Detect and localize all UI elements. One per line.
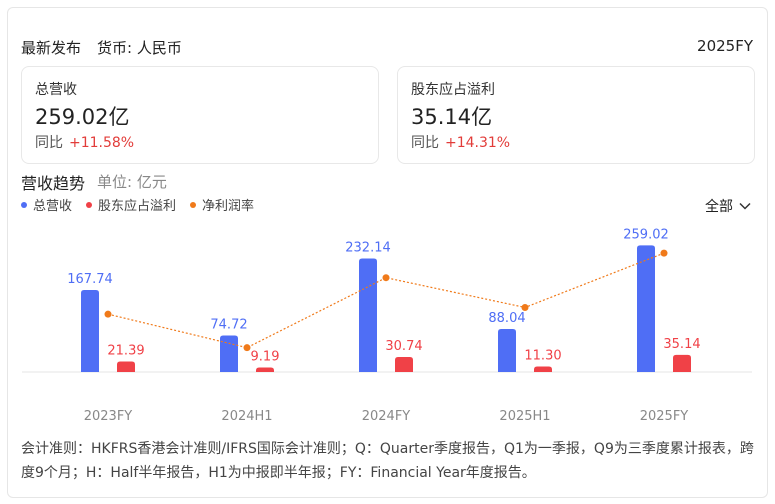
bar-revenue	[498, 328, 516, 372]
x-tick-label: 2025FY	[640, 409, 689, 424]
period-filter-label: 全部	[705, 199, 733, 215]
yoy-change: +11.58%	[69, 135, 135, 151]
legend-label: 股东应占溢利	[98, 199, 177, 214]
margin-point	[382, 274, 390, 282]
x-tick-label: 2024FY	[362, 409, 411, 424]
metric-label: 股东应占溢利	[411, 82, 495, 98]
metric-yoy: 同比 +11.58%	[35, 132, 134, 152]
bar-label-profit: 21.39	[107, 344, 144, 359]
legend-item-profit[interactable]: 股东应占溢利	[86, 195, 176, 214]
bar-revenue	[359, 258, 377, 372]
margin-point	[243, 344, 251, 352]
margin-line	[107, 252, 665, 349]
revenue-trend-chart: 167.74 21.39 2023FY 74.72 9.19 2024H1 232.14 30…	[22, 227, 752, 424]
yoy-label: 同比	[35, 135, 63, 151]
legend-dot	[190, 201, 197, 208]
legend-item-margin[interactable]: 净利润率	[190, 195, 254, 214]
bar-profit	[256, 367, 274, 372]
chevron-down-icon	[739, 202, 751, 210]
chart-legend: 总营收 股东应占溢利 净利润率	[21, 195, 254, 214]
legend-dot	[86, 201, 93, 208]
bar-label-profit: 30.74	[385, 339, 422, 354]
bar-label-revenue: 167.74	[67, 272, 113, 287]
metric-label: 总营收	[35, 82, 77, 98]
bar-label-profit: 35.14	[663, 337, 700, 352]
bar-profit	[395, 356, 413, 372]
margin-point	[104, 310, 112, 318]
bar-profit	[117, 361, 135, 372]
metric-card-profit: 股东应占溢利 35.14亿 同比 +14.31%	[397, 66, 755, 164]
bar-label-profit: 11.30	[524, 348, 561, 363]
bar-profit	[673, 354, 691, 372]
x-tick-label: 2024H1	[221, 409, 272, 424]
bar-revenue	[637, 245, 655, 372]
bar-label-profit: 9.19	[251, 350, 280, 365]
legend-label: 净利润率	[202, 199, 255, 214]
accounting-footnote: 会计准则：HKFRS香港会计准则/IFRS国际会计准则；Q：Quarter季度报…	[21, 441, 754, 481]
bar-label-revenue: 259.02	[623, 227, 669, 242]
metric-value: 259.02亿	[35, 105, 130, 129]
report-period: 2025FY	[697, 37, 753, 55]
legend-item-revenue[interactable]: 总营收	[21, 195, 72, 214]
margin-point	[521, 303, 529, 311]
bar-profit	[534, 366, 552, 372]
yoy-change: +14.31%	[445, 135, 511, 151]
legend-label: 总营收	[33, 199, 73, 214]
metric-yoy: 同比 +14.31%	[411, 132, 510, 152]
bar-label-revenue: 232.14	[345, 241, 391, 256]
latest-release-title: 最新发布	[21, 39, 82, 57]
unit-label: 单位: 亿元	[97, 173, 167, 191]
metric-value: 35.14亿	[411, 105, 493, 129]
revenue-trend-title: 营收趋势	[21, 174, 86, 193]
x-tick-label: 2023FY	[84, 409, 133, 424]
bar-revenue	[81, 289, 99, 372]
margin-point	[660, 249, 668, 257]
metric-card-revenue: 总营收 259.02亿 同比 +11.58%	[21, 66, 379, 164]
bar-label-revenue: 88.04	[488, 311, 525, 326]
currency-label: 货币: 人民币	[97, 39, 182, 57]
period-filter-dropdown[interactable]: 全部	[705, 196, 751, 216]
x-tick-label: 2025H1	[499, 409, 550, 424]
yoy-label: 同比	[411, 135, 439, 151]
legend-dot	[21, 201, 27, 208]
bar-label-revenue: 74.72	[210, 317, 247, 332]
bar-revenue	[220, 335, 238, 372]
